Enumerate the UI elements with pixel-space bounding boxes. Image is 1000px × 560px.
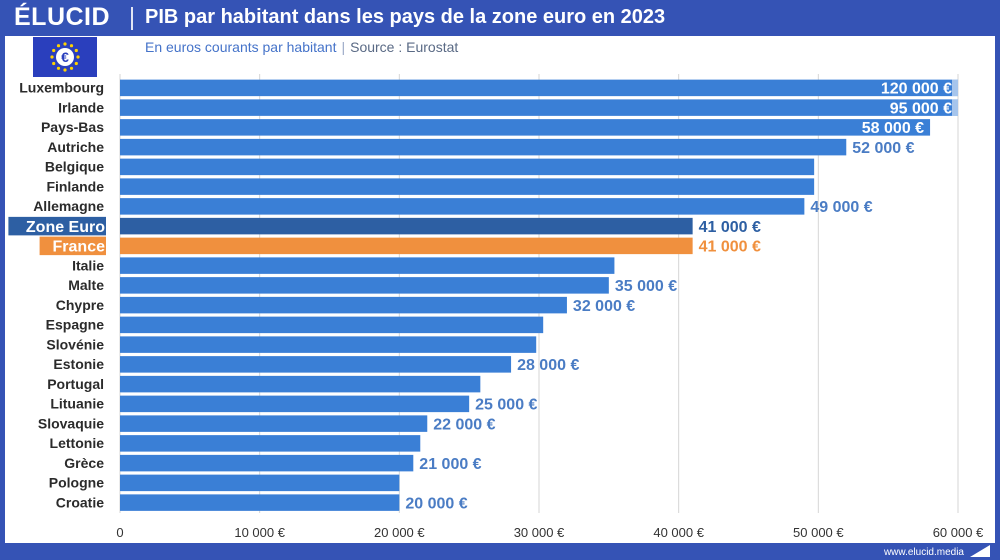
category-label-espagne: Espagne: [46, 317, 105, 333]
category-label-lettonie: Lettonie: [50, 435, 105, 451]
category-label-pologne: Pologne: [49, 475, 104, 491]
value-label-zone-euro: 41 000 €: [699, 219, 761, 236]
category-label-irlande: Irlande: [58, 99, 104, 115]
category-label-zone-euro: Zone Euro: [26, 219, 105, 236]
category-label-chypre: Chypre: [56, 297, 104, 313]
category-label-slovenie: Slovénie: [46, 336, 104, 352]
chart-subtitle: En euros courants par habitant | Source : …: [145, 39, 458, 55]
x-tick-label-0: 0: [116, 525, 123, 540]
category-label-estonie: Estonie: [53, 356, 104, 372]
value-label-lituanie: 25 000 €: [475, 397, 537, 414]
category-label-portugal: Portugal: [47, 376, 104, 392]
header-bar: ÉLUCID PIB par habitant dans les pays de…: [0, 0, 1000, 36]
bar-lettonie: [120, 435, 421, 452]
bar-portugal: [120, 375, 481, 393]
value-label-estonie: 28 000 €: [517, 357, 579, 374]
value-label-pays-bas: 58 000 €: [862, 120, 924, 137]
bar-fade-irlande: [952, 99, 958, 116]
category-label-france: France: [53, 239, 106, 256]
subtitle-text: En euros courants par habitant: [145, 39, 337, 55]
bar-zone-euro: [120, 217, 693, 235]
category-label-pays-bas: Pays-Bas: [41, 119, 104, 135]
value-label-malte: 35 000 €: [615, 278, 677, 295]
category-label-malte: Malte: [68, 277, 104, 293]
source-text: Source : Eurostat: [350, 39, 459, 55]
category-label-croatie: Croatie: [56, 494, 104, 510]
bar-chypre: [120, 296, 567, 314]
bar-finlande: [120, 178, 815, 195]
bar-autriche: [120, 138, 847, 156]
x-tick-label-1: 10 000 €: [234, 525, 285, 540]
bar-france: [120, 237, 693, 255]
brand-logo: ÉLUCID: [14, 3, 111, 31]
x-tick-label-6: 60 000 €: [933, 525, 984, 540]
value-label-luxembourg: 120 000 €: [881, 81, 952, 98]
bar-slovaquie: [120, 415, 428, 432]
bar-luxembourg: [120, 79, 958, 97]
svg-text:€: €: [61, 49, 69, 65]
category-highlight-zone-euro: [8, 216, 106, 236]
bar-pologne: [120, 474, 400, 492]
header-divider: [131, 7, 133, 30]
bar-allemagne: [120, 198, 805, 215]
bar-lituanie: [120, 395, 470, 413]
value-label-croatie: 20 000 €: [405, 495, 467, 512]
bar-pays-bas: [120, 119, 931, 136]
value-label-allemagne: 49 000 €: [810, 199, 872, 216]
bar-croatie: [120, 494, 400, 511]
bar-grece: [120, 454, 414, 472]
x-tick-label-4: 40 000 €: [653, 525, 704, 540]
x-tick-label-3: 30 000 €: [514, 525, 565, 540]
x-tick-label-2: 20 000 €: [374, 525, 425, 540]
x-tick-label-5: 50 000 €: [793, 525, 844, 540]
category-label-autriche: Autriche: [47, 139, 104, 155]
footer-url[interactable]: www.elucid.media: [883, 547, 964, 558]
category-label-finlande: Finlande: [46, 178, 104, 194]
bar-fade-luxembourg: [952, 79, 958, 97]
category-highlight-france: [39, 236, 106, 256]
elucid-mark-icon: [970, 545, 990, 557]
category-label-lituanie: Lituanie: [50, 396, 104, 412]
chart-title: PIB par habitant dans les pays de la zon…: [145, 6, 666, 28]
category-label-slovaquie: Slovaquie: [38, 415, 104, 431]
bar-irlande: [120, 99, 958, 116]
value-label-chypre: 32 000 €: [573, 298, 635, 315]
bar-italie: [120, 257, 615, 274]
category-label-belgique: Belgique: [45, 159, 104, 175]
bar-slovenie: [120, 336, 537, 353]
eu-flag-euro-icon: €: [33, 37, 97, 77]
value-label-grece: 21 000 €: [419, 456, 481, 473]
bar-belgique: [120, 158, 815, 176]
value-label-france: 41 000 €: [699, 239, 761, 256]
subtitle-separator: |: [341, 39, 346, 55]
value-label-slovaquie: 22 000 €: [433, 416, 495, 433]
bar-estonie: [120, 356, 512, 373]
bar-espagne: [120, 316, 544, 334]
value-label-autriche: 52 000 €: [852, 140, 914, 157]
category-label-allemagne: Allemagne: [33, 198, 104, 214]
value-label-irlande: 95 000 €: [890, 100, 952, 117]
category-label-grece: Grèce: [64, 455, 104, 471]
category-label-italie: Italie: [72, 257, 104, 273]
bar-malte: [120, 277, 609, 294]
category-label-luxembourg: Luxembourg: [19, 80, 104, 96]
